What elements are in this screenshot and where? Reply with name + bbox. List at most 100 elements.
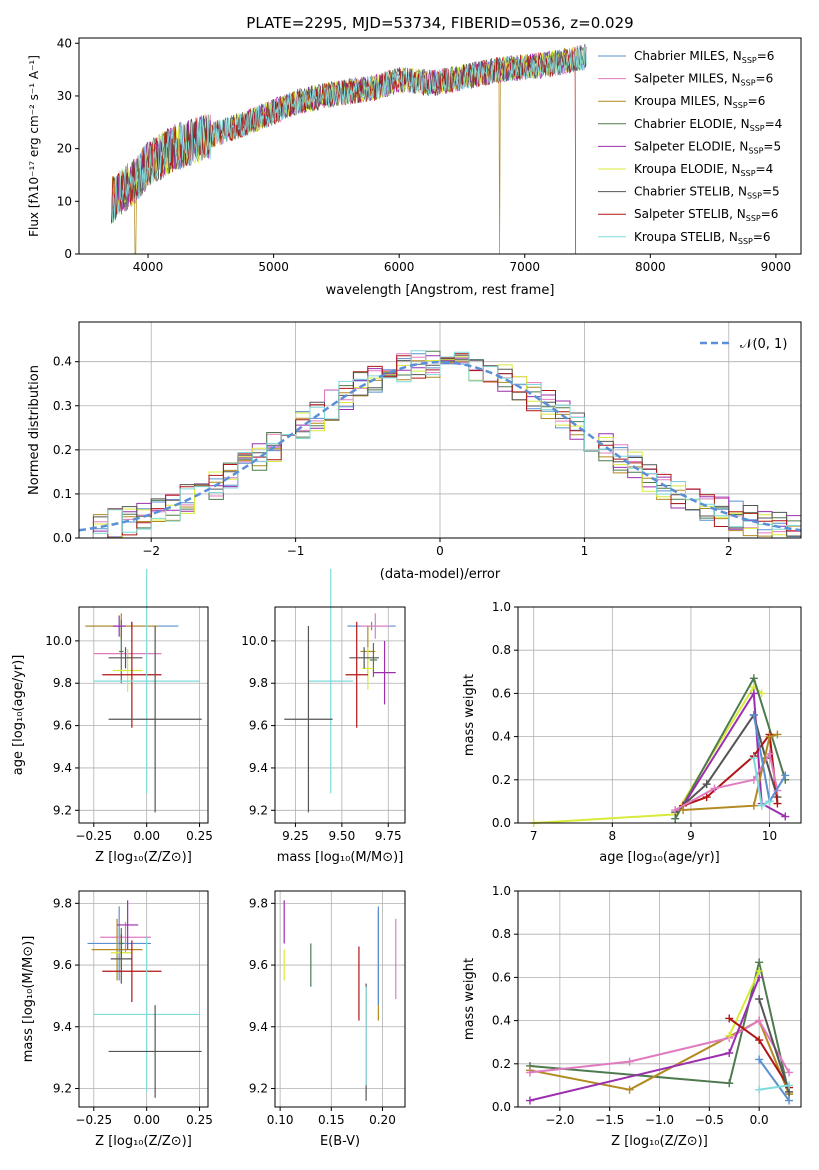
z-weight-panel-xlabel: Z [log₁₀(Z/Z⊙)] (611, 1134, 708, 1149)
z-mass-panel: −0.25 0.00 0.25 9.2 9.4 9.6 9.8 Z [log₁₀(Z/Z⊙)]… (21, 890, 213, 1149)
weight-marker (749, 711, 758, 719)
spectrum-xtick-label: 4000 (133, 260, 164, 274)
z-age-panel-ytick-label: 9.2 (53, 803, 72, 817)
weight-line (758, 1058, 790, 1102)
age-weight-panel-xtick-label: 9 (687, 829, 695, 843)
ebv-mass-panel-xtick-label: 0.10 (267, 1113, 294, 1127)
spectrum-xtick-label: 8000 (635, 260, 666, 274)
histogram-legend: 𝒩(0, 1) (700, 337, 787, 352)
z-age-panel-xlabel: Z [log₁₀(Z/Z⊙)] (95, 850, 192, 865)
histogram-ytick-label: 0.0 (53, 531, 72, 545)
histogram-xtick-label: −2 (142, 544, 160, 558)
spectrum-legend: Chabrier MILES, NSSP=6 Salpeter MILES, NS… (598, 49, 782, 246)
age-weight-panel-ytick-label: 0.2 (492, 773, 511, 787)
spectrum-series-line (111, 45, 587, 224)
weight-marker (710, 784, 719, 793)
histogram-ytick-label: 0.2 (53, 443, 72, 457)
spectrum-ytick-label: 20 (57, 142, 72, 156)
age-weight-panel-ytick-label: 0.6 (492, 686, 511, 700)
age-weight-panel: 7 8 9 10 0.0 0.2 0.4 0.6 0.8 1.0 age [log₁₀(age/yr… (462, 600, 802, 865)
z-weight-panel-ytick-label: 0.2 (492, 1057, 511, 1071)
weight-marker (765, 732, 774, 741)
weight-marker (525, 1096, 534, 1105)
age-weight-panel-ylabel: mass weight (462, 674, 477, 756)
weight-marker (765, 749, 774, 758)
age-weight-panel-xlabel: age [log₁₀(age/yr)] (599, 850, 720, 865)
weight-marker (749, 754, 758, 763)
spectrum-xtick-label: 6000 (384, 260, 415, 274)
ebv-mass-panel-ytick-label: 9.6 (249, 958, 268, 972)
z-weight-panel-xtick-label: −1.5 (595, 1113, 624, 1127)
histogram-ytick-label: 0.1 (53, 487, 72, 501)
ebv-mass-panel-ytick-label: 9.4 (249, 1020, 268, 1034)
z-age-panel-ylabel: age [log₁₀(age/yr)] (11, 655, 26, 776)
spectrum-ytick-label: 30 (57, 89, 72, 103)
mass-age-panel-xtick-label: 9.75 (375, 829, 402, 843)
z-mass-panel-ytick-label: 9.8 (53, 896, 72, 910)
residual-histogram-panel: −2 −1 0 1 2 0.0 0.1 0.2 0.3 0.4 (data-model)/erro… (27, 321, 802, 582)
z-weight-panel: −2.0 −1.5 −1.0 −0.5 0.0 0.0 0.2 0.4 0.6 0.8 1.0 Z [… (462, 884, 802, 1149)
weight-marker (749, 674, 758, 683)
ebv-mass-panel-xtick-label: 0.15 (318, 1113, 345, 1127)
spectrum-legend-label: Kroupa MILES, NSSP=6 (634, 94, 765, 110)
z-mass-panel-xtick-label: 0.25 (186, 1113, 213, 1127)
weight-marker (702, 780, 711, 789)
histogram-ytick-label: 0.3 (53, 399, 72, 413)
spectrum-ytick-label: 0 (64, 247, 72, 261)
mass-age-panel: 9.25 9.50 9.75 9.2 9.4 9.6 9.8 10.0 mass [log₁₀(… (241, 568, 406, 865)
histogram-ylabel: Normed distribution (27, 365, 42, 495)
spectrum-xtick-label: 5000 (258, 260, 289, 274)
ebv-mass-panel-xtick-label: 0.20 (369, 1113, 396, 1127)
weight-marker (781, 812, 790, 821)
z-age-panel-ytick-label: 10.0 (45, 634, 72, 648)
histogram-xtick-label: 0 (436, 544, 444, 558)
age-weight-panel-xtick-label: 8 (609, 829, 617, 843)
spectrum-legend-label: Salpeter ELODIE, NSSP=5 (634, 139, 781, 155)
gaussian-curve (78, 360, 802, 532)
weight-marker (755, 1016, 764, 1025)
mass-age-panel-marks (284, 568, 396, 813)
weight-marker (755, 966, 764, 975)
mass-age-panel-ytick-label: 9.2 (249, 803, 268, 817)
mass-age-panel-ytick-label: 9.4 (249, 761, 268, 775)
weight-marker (781, 771, 790, 780)
z-age-panel-xtick-label: −0.25 (75, 829, 112, 843)
z-weight-panel-marks (525, 958, 794, 1105)
age-weight-panel-ytick-label: 1.0 (492, 600, 511, 614)
z-weight-panel-xtick-label: −1.0 (645, 1113, 674, 1127)
z-age-panel-axes (78, 606, 209, 824)
spectrum-xlabel: wavelength [Angstrom, rest frame] (326, 283, 555, 298)
spectrum-legend-label: Chabrier MILES, NSSP=6 (634, 49, 774, 65)
weight-marker (785, 1081, 794, 1090)
z-weight-panel-ytick-label: 0.6 (492, 970, 511, 984)
weight-line (683, 733, 778, 811)
z-weight-panel-ylabel: mass weight (462, 958, 477, 1040)
spectrum-series-line (111, 43, 587, 224)
histogram-ytick-label: 0.4 (53, 355, 72, 369)
spectrum-legend-label: Kroupa STELIB, NSSP=6 (634, 230, 771, 246)
spectrum-panel: PLATE=2295, MJD=53734, FIBERID=0536, z=0… (27, 14, 802, 298)
age-weight-panel-xtick-label: 7 (530, 829, 538, 843)
age-weight-panel-ytick-label: 0.8 (492, 643, 511, 657)
ebv-mass-panel: 0.10 0.15 0.20 9.2 9.4 9.6 9.8 E(B-V) (249, 890, 406, 1149)
spectrum-ytick-label: 10 (57, 194, 72, 208)
weight-line (529, 1019, 790, 1095)
weight-marker (757, 801, 766, 810)
age-weight-panel-ytick-label: 0.4 (492, 730, 511, 744)
ebv-mass-panel-ytick-label: 9.8 (249, 896, 268, 910)
z-weight-panel-ytick-label: 0.4 (492, 1014, 511, 1028)
z-weight-panel-axes (517, 890, 802, 1108)
mass-age-panel-xtick-label: 9.50 (328, 829, 355, 843)
z-mass-panel-ylabel: mass [log₁₀(M/M⊙)] (21, 936, 36, 1063)
age-weight-panel-ytick-label: 0.0 (492, 816, 511, 830)
spectrum-legend-label: Chabrier STELIB, NSSP=5 (634, 185, 780, 201)
spectrum-legend-label: Chabrier ELODIE, NSSP=4 (634, 117, 782, 133)
z-age-panel-ytick-label: 9.8 (53, 676, 72, 690)
z-weight-panel-xtick-label: 0.0 (750, 1113, 769, 1127)
z-weight-panel-xtick-label: −0.5 (695, 1113, 724, 1127)
z-mass-panel-marks (87, 900, 202, 1098)
z-age-panel-xtick-label: 0.25 (186, 829, 213, 843)
weight-marker (725, 1031, 734, 1040)
spectrum-series-line (111, 47, 578, 255)
spectrum-legend-label: Salpeter STELIB, NSSP=6 (634, 207, 778, 223)
